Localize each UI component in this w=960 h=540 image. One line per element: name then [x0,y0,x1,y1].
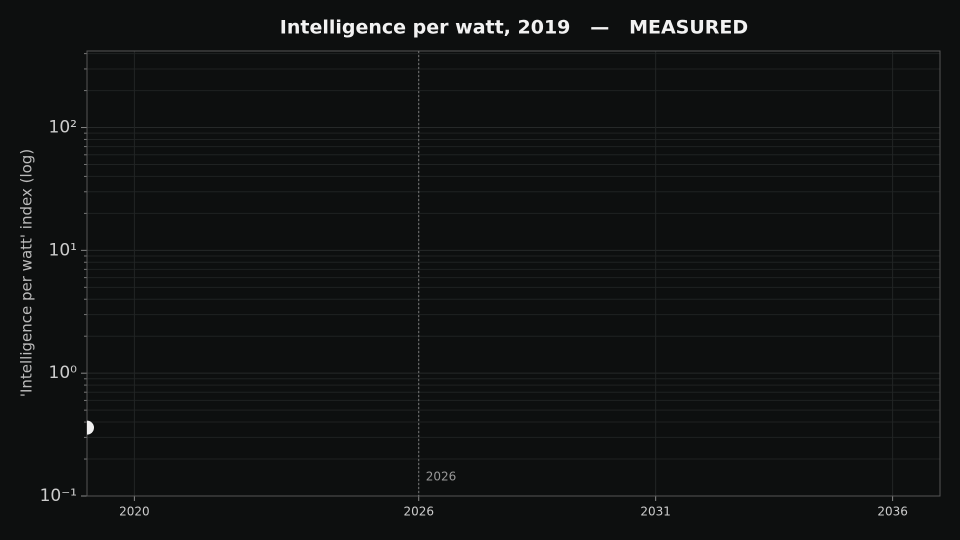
reference-label: 2026 [426,470,457,484]
chart-title: Intelligence per watt, 2019 — MEASURED [280,17,748,39]
x-tick-label: 2036 [877,505,908,519]
plot-area [87,420,94,435]
y-axis-label: 'Intelligence per watt' index (log) [18,149,36,397]
x-tick-label: 2031 [640,505,671,519]
x-tick-label: 2020 [119,505,150,519]
y-tick-label: 10¹ [49,240,77,260]
grid [81,50,941,501]
axes-frame [86,50,941,497]
data-point [87,420,94,435]
y-tick-label: 10² [49,118,77,138]
y-tick-label: 10⁰ [49,363,78,383]
x-tick-label: 2026 [403,505,434,519]
y-tick-label: 10⁻¹ [40,486,77,506]
